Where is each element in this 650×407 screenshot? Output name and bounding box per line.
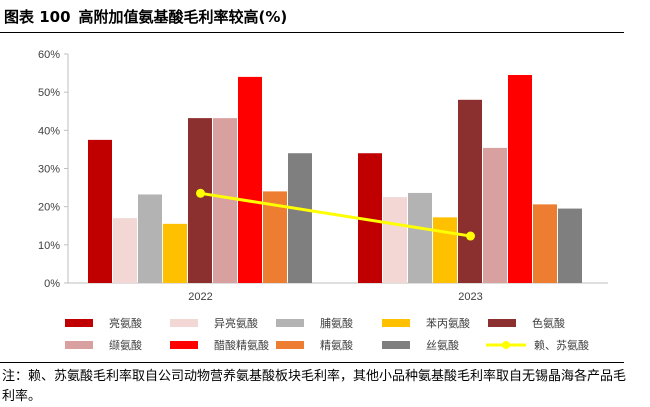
legend-swatch	[276, 341, 304, 349]
y-tick-label: 60%	[38, 49, 60, 61]
y-tick-label: 50%	[38, 87, 60, 99]
line-point	[466, 231, 475, 241]
legend-label: 脯氨酸	[320, 316, 353, 330]
legend-swatch	[488, 319, 516, 327]
line-series	[200, 191, 471, 238]
bar	[163, 223, 187, 283]
legend-swatch	[170, 341, 198, 349]
x-tick-label: 2023	[458, 291, 482, 303]
footnote: 注：赖、苏氨酸毛利率取自公司动物营养氨基酸板块毛利率，其他小品种氨基酸毛利率取自…	[2, 369, 627, 404]
note-rule	[0, 362, 624, 363]
bar	[433, 217, 457, 283]
bar	[383, 197, 407, 283]
title-rule	[0, 32, 624, 33]
bar	[288, 153, 312, 283]
figure-caption: 高附加值氨基酸毛利率较高(%)	[78, 8, 288, 26]
legend-marker	[502, 341, 510, 349]
legend-label: 精氨酸	[320, 338, 353, 352]
legend-label: 异亮氨酸	[214, 316, 258, 330]
legend-swatch	[170, 319, 198, 327]
y-tick-label: 0%	[44, 278, 60, 290]
legend-label: 苯丙氨酸	[426, 316, 470, 330]
bar	[408, 192, 432, 283]
figure-label: 图表 100	[4, 8, 71, 26]
y-tick-label: 30%	[38, 164, 60, 176]
bar	[508, 74, 532, 283]
legend-label: 赖、苏氨酸	[534, 338, 589, 352]
bar	[533, 204, 557, 283]
bar	[483, 147, 507, 283]
bar	[88, 139, 112, 283]
y-tick-label: 20%	[38, 202, 60, 214]
bar	[138, 194, 162, 283]
x-tick-label: 2022	[188, 291, 212, 303]
bar	[113, 218, 137, 283]
legend-label: 醋酸精氨酸	[214, 338, 269, 352]
legend-label: 亮氨酸	[109, 316, 142, 330]
line-point	[196, 188, 205, 198]
legend-swatch	[382, 341, 410, 349]
legend-swatch	[65, 319, 93, 327]
figure-title: 图表 100 高附加值氨基酸毛利率较高(%)	[4, 6, 644, 27]
legend-swatch	[65, 341, 93, 349]
legend-label: 色氨酸	[532, 316, 565, 330]
bar	[458, 99, 482, 283]
bar	[558, 208, 582, 283]
legend-swatch	[382, 319, 410, 327]
bar	[188, 118, 212, 284]
margin-chart: 0% 10% 20% 30% 40% 50% 60% 2022 2023 亮氨酸 异亮氨酸 脯氨酸 苯丙…	[38, 49, 608, 352]
y-tick-label: 40%	[38, 125, 60, 137]
legend-label: 丝氨酸	[426, 338, 459, 352]
bar	[238, 76, 262, 284]
y-tick-label: 10%	[38, 240, 60, 252]
legend-label: 缬氨酸	[109, 338, 142, 352]
bar	[213, 118, 237, 284]
legend-swatch	[276, 319, 304, 327]
